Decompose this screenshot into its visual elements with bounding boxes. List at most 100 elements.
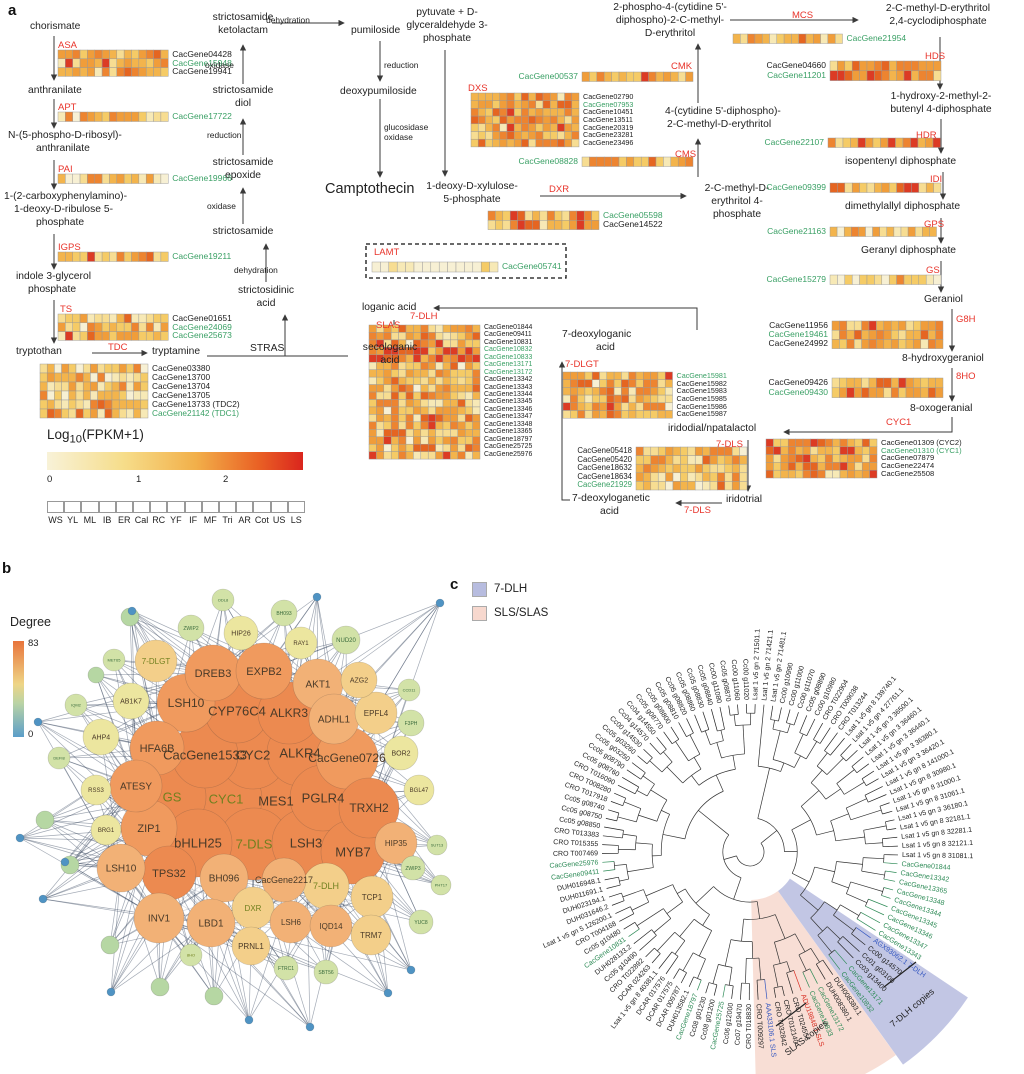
enzyme-label-slas: SLAS bbox=[376, 321, 400, 331]
network-node-label: TCP1 bbox=[362, 893, 383, 902]
network-node-label: NUD20 bbox=[336, 638, 356, 644]
heatmap-LAMT bbox=[372, 262, 498, 272]
pathway-text-epoxide: epoxide bbox=[225, 171, 261, 182]
enzyme-label-gs: GS bbox=[926, 266, 940, 276]
tree-tip-label: Cc00 g11060 bbox=[730, 659, 740, 701]
network-node bbox=[306, 1023, 314, 1031]
network-node bbox=[107, 988, 115, 996]
pathway-text-iridotrial: iridotrial bbox=[726, 495, 762, 506]
network-node-label: ODL8 bbox=[218, 597, 229, 602]
enzyme-label-7-dlh: 7-DLH bbox=[410, 312, 437, 322]
pathway-text-4-cytidine-5-diphospho-: 4-(cytidine 5'-diphospho)- bbox=[665, 107, 781, 118]
tissue-label: ML bbox=[81, 515, 99, 525]
pathway-text-geraniol: Geraniol bbox=[924, 295, 963, 306]
pathway-text-secologanic: secologanic bbox=[363, 343, 417, 354]
coexpression-network: MES1CYC17-DLSCYC2GSbHLH25LSH3CacGene1533… bbox=[0, 555, 470, 1074]
pathway-text-isopentenyl-diphosphate: isopentenyl diphosphate bbox=[845, 157, 956, 168]
colorbar-tick: 0 bbox=[47, 474, 52, 485]
tissue-label: ER bbox=[115, 515, 133, 525]
heatmap-8HO bbox=[832, 378, 943, 398]
tissue-label: YF bbox=[167, 515, 185, 525]
network-node-label: ZWIP3 bbox=[405, 866, 420, 872]
network-node-label: AHP4 bbox=[92, 734, 110, 741]
network-node-label: HFA6B bbox=[140, 743, 175, 755]
gene-label: CacGene03380 bbox=[152, 364, 210, 372]
network-node-label: EPFL4 bbox=[364, 709, 389, 718]
tissue-cell bbox=[81, 501, 98, 513]
enzyme-label-ts: TS bbox=[60, 305, 72, 315]
network-node-label: PRNL1 bbox=[238, 942, 264, 951]
tissue-cell bbox=[116, 501, 133, 513]
tissue-cell bbox=[133, 501, 150, 513]
enzyme-label-7-dls: 7-DLS bbox=[716, 440, 743, 450]
pathway-text-phosphate: phosphate bbox=[423, 34, 471, 45]
pathway-text-1-2-carboxyphenylamino-: 1-(2-carboxyphenylamino)- bbox=[4, 192, 127, 203]
pathway-text-1-deoxy-d-ribulose-5-: 1-deoxy-D-ribulose 5- bbox=[14, 205, 113, 216]
network-node-label: AZG2 bbox=[350, 677, 368, 684]
network-node-label: BOR2 bbox=[391, 750, 410, 757]
network-node-label: AB1K7 bbox=[120, 698, 142, 705]
tree-legend-sls-swatch bbox=[472, 606, 487, 621]
pathway-text-reduction: reduction bbox=[384, 61, 418, 70]
pathway-text-2-c-methyl-d-: 2-C-methyl-D- bbox=[705, 184, 770, 195]
pathway-text-diol: diol bbox=[235, 99, 251, 110]
pathway-text-1-hydroxy-2-methyl-2-: 1-hydroxy-2-methyl-2- bbox=[891, 92, 992, 103]
tissue-label: MF bbox=[201, 515, 219, 525]
gene-label: CacGene25673 bbox=[172, 331, 232, 340]
network-node-label: CCD11 bbox=[403, 687, 417, 692]
pathway-text-camptothecin: Camptothecin bbox=[325, 182, 414, 197]
network-node-label: ZIP1 bbox=[137, 823, 160, 835]
pathway-text-glucosidase: glucosidase bbox=[384, 123, 428, 132]
tree-tip-label: Cc00 g11020 bbox=[741, 659, 749, 700]
network-node-label: ALKR3 bbox=[270, 706, 308, 720]
gene-label: CacGene18632 bbox=[432, 464, 632, 472]
expression-colorbar bbox=[47, 452, 303, 470]
heatmap-CYC1 bbox=[766, 439, 877, 478]
pathway-text-deoxypumiloside: deoxypumiloside bbox=[340, 87, 417, 98]
heatmap-APT bbox=[58, 112, 168, 122]
pathway-text-tryptamine: tryptamine bbox=[152, 347, 200, 358]
network-node-label: 7-DLS bbox=[236, 837, 273, 852]
network-node-label: LSH10 bbox=[168, 696, 205, 710]
pathway-text-ketolactam: ketolactam bbox=[218, 26, 268, 37]
network-node-label: 7-DLGT bbox=[142, 657, 171, 666]
degree-min: 0 bbox=[28, 729, 33, 740]
heatmap-IDI bbox=[830, 183, 941, 193]
enzyme-label-apt: APT bbox=[58, 103, 76, 113]
pathway-text-phosphate: phosphate bbox=[36, 218, 84, 229]
tissue-label: Tri bbox=[219, 515, 237, 525]
gene-label: CacGene25976 bbox=[484, 452, 532, 459]
pathway-text-tryptothan: tryptothan bbox=[16, 347, 62, 358]
network-node-label: IQM2 bbox=[71, 702, 82, 707]
network-node bbox=[407, 966, 415, 974]
heatmap-MCS bbox=[733, 34, 843, 44]
heatmap-IGPS bbox=[58, 252, 168, 262]
pathway-text-1-deoxy-d-xylulose-: 1-deoxy-D-xylulose- bbox=[426, 182, 518, 193]
network-node-label: DXR bbox=[245, 904, 262, 913]
pathway-text-n-5-phospho-d-ribosyl-: N-(5-phospho-D-ribosyl)- bbox=[8, 131, 122, 142]
network-node bbox=[151, 978, 169, 996]
pathway-text-oxidase: oxidase bbox=[205, 61, 234, 70]
gene-label: CacGene21142 (TDC1) bbox=[152, 409, 239, 417]
network-node-label: AKT1 bbox=[305, 680, 330, 691]
heatmap-GS bbox=[830, 275, 941, 285]
heatmap-G8H bbox=[832, 321, 943, 349]
network-node-label: TRXH2 bbox=[349, 801, 389, 815]
pathway-text-anthranilate: anthranilate bbox=[28, 86, 82, 97]
enzyme-label-hdr: HDR bbox=[916, 131, 937, 141]
tissue-cell bbox=[150, 501, 167, 513]
gene-label: CacGene21954 bbox=[847, 34, 907, 43]
network-node-label: BH093 bbox=[276, 611, 292, 617]
tissue-cell bbox=[271, 501, 288, 513]
gene-label: CacGene05598 bbox=[603, 211, 663, 220]
heatmap-TS bbox=[58, 314, 168, 340]
network-node-label: HIP35 bbox=[385, 839, 408, 848]
enzyme-label-cmk: CMK bbox=[671, 62, 692, 72]
pathway-text-butenyl-4-diphosphate: butenyl 4-diphosphate bbox=[890, 105, 991, 116]
pathway-text-loganic-acid: loganic acid bbox=[362, 303, 416, 314]
enzyme-label-mcs: MCS bbox=[792, 11, 813, 21]
pathway-text-2-4-cyclodiphosphate: 2,4-cyclodiphosphate bbox=[889, 17, 986, 28]
network-node-label: MYB7 bbox=[335, 845, 370, 860]
pathway-text-strictosamide: strictosamide bbox=[213, 86, 274, 97]
pathway-text-phosphate: phosphate bbox=[713, 210, 761, 221]
